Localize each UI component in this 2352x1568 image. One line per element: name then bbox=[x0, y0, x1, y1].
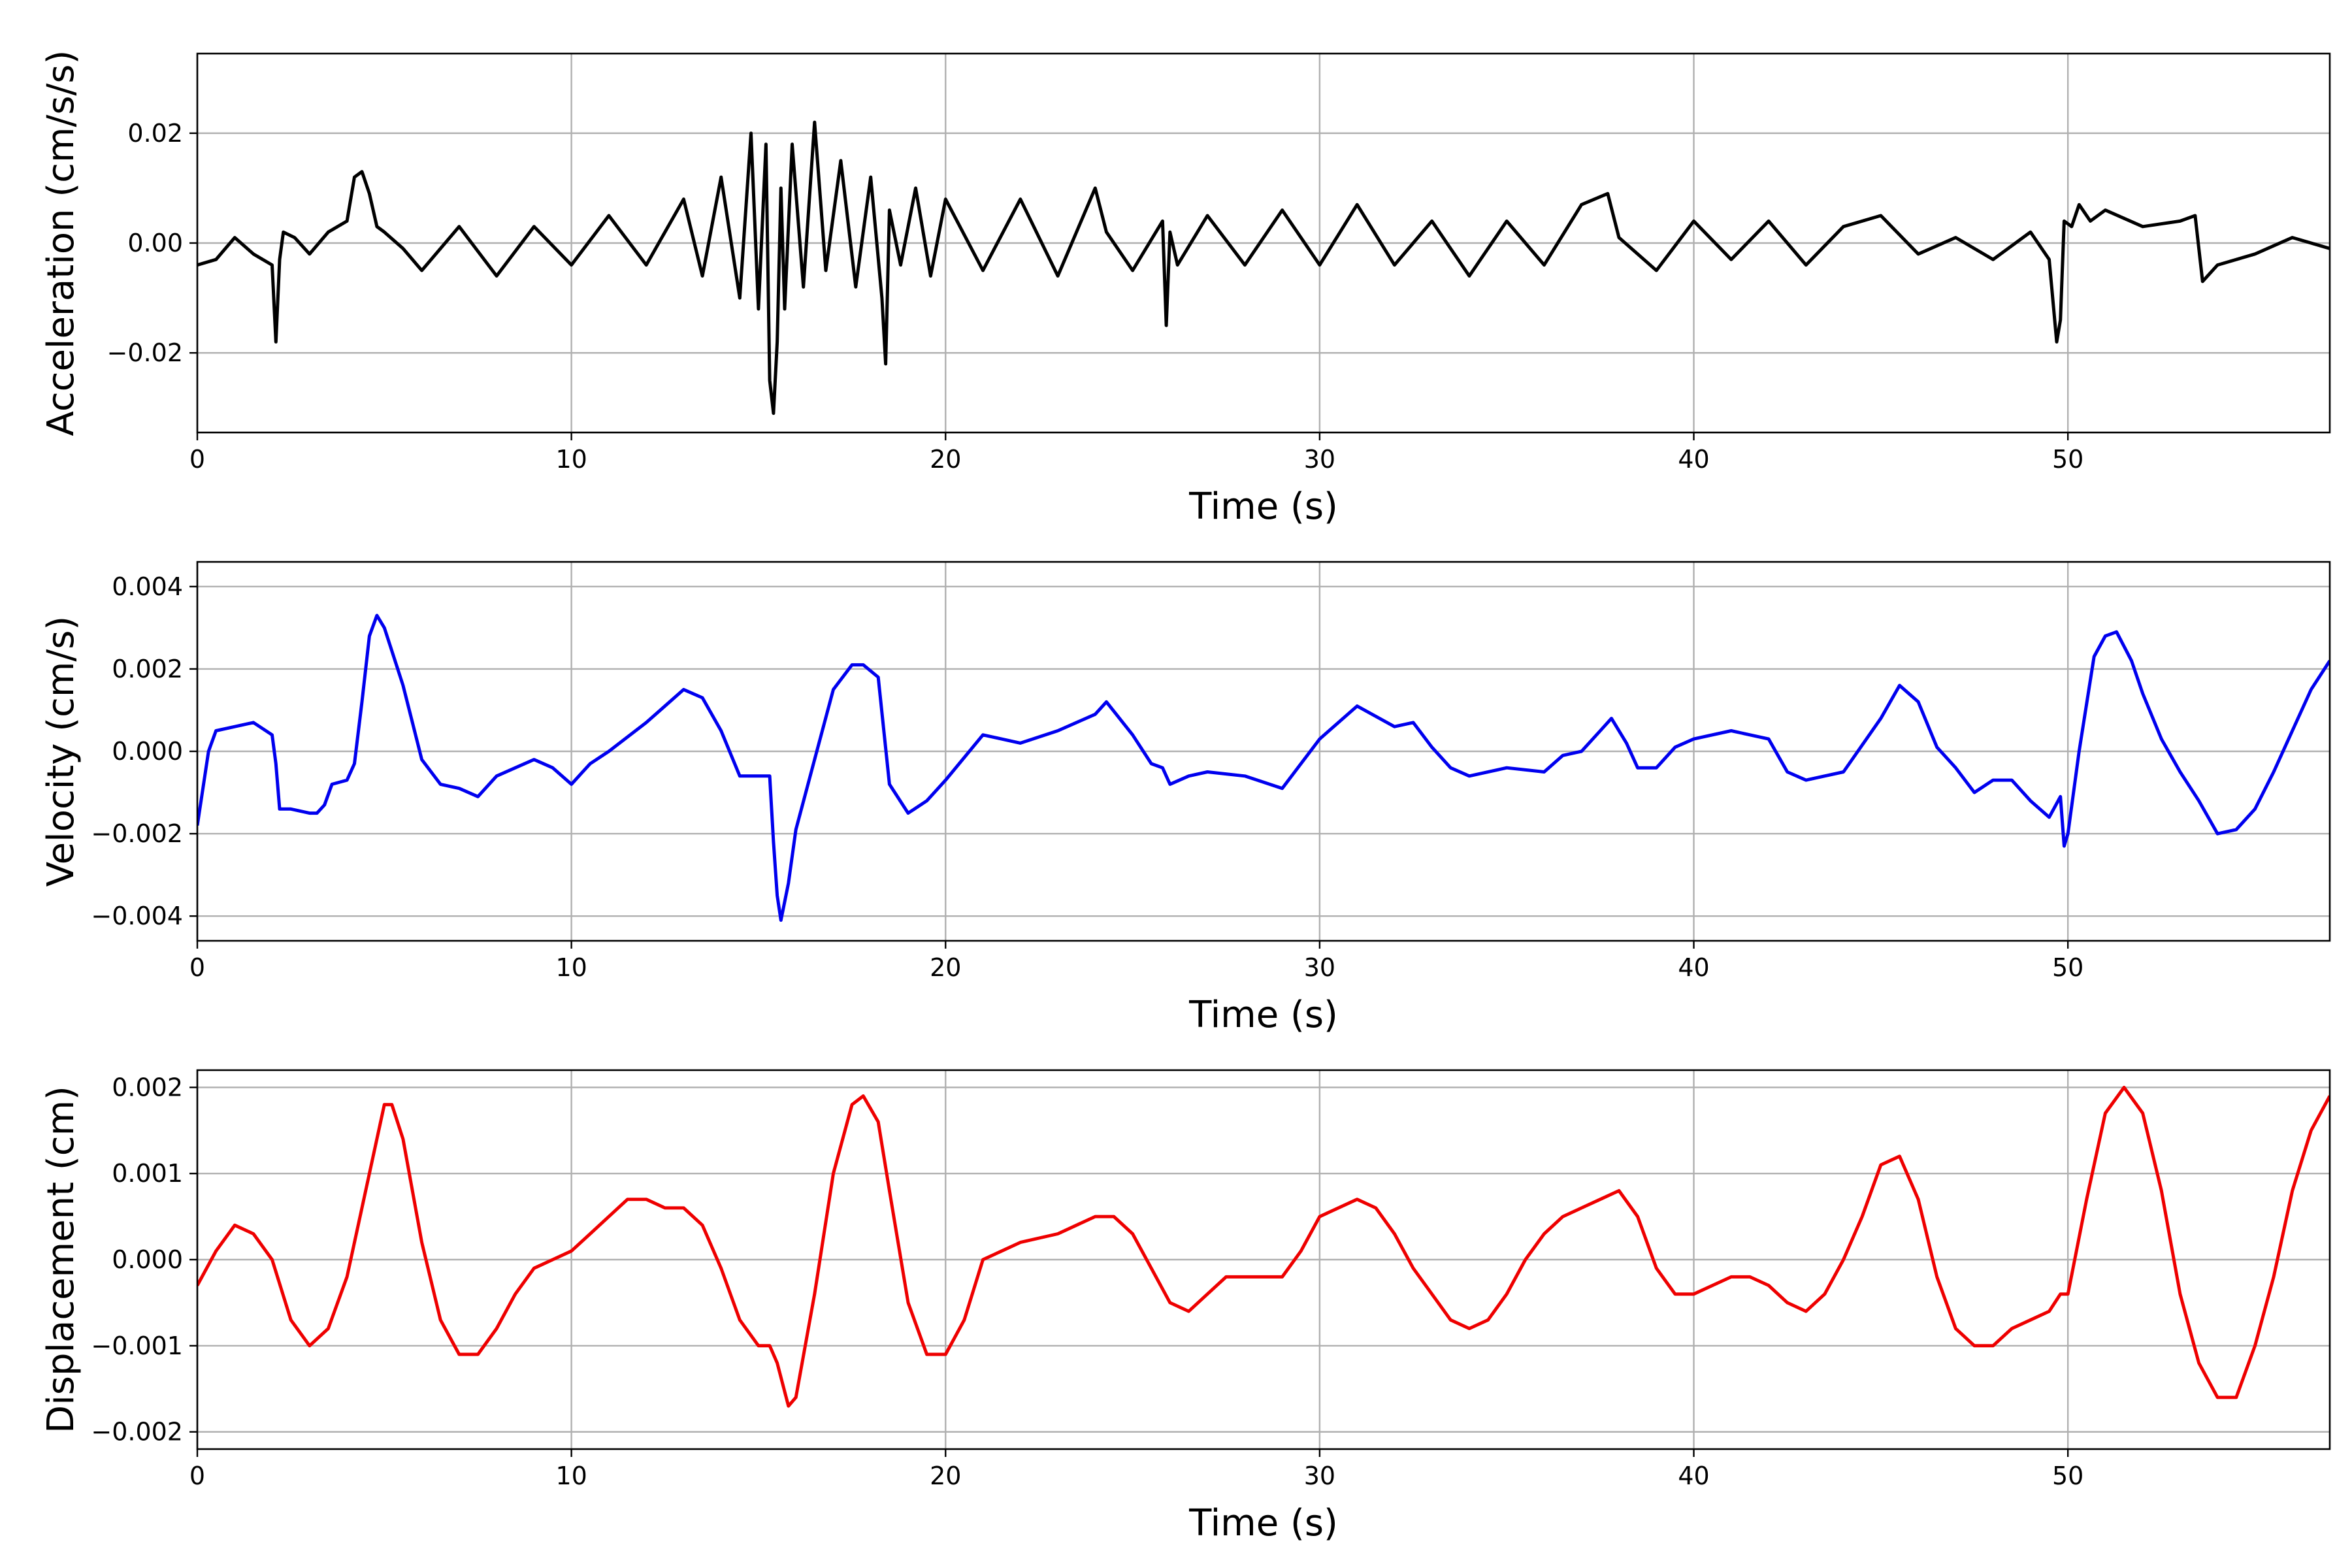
velocity-xtick-label-2: 20 bbox=[930, 953, 961, 982]
velocity-ylabel: Velocity (cm/s) bbox=[40, 616, 82, 887]
velocity-ytick-label-0: −0.004 bbox=[91, 902, 183, 930]
displacement-xtick-label-3: 30 bbox=[1304, 1462, 1335, 1490]
displacement-xtick-label-5: 50 bbox=[2052, 1462, 2083, 1490]
displacement-xtick-label-4: 40 bbox=[1678, 1462, 1709, 1490]
displacement-xlabel: Time (s) bbox=[1188, 1502, 1338, 1544]
displacement-ytick-label-1: −0.001 bbox=[91, 1331, 183, 1360]
displacement-ytick-label-4: 0.002 bbox=[112, 1073, 183, 1102]
acceleration-xtick-label-2: 20 bbox=[930, 445, 961, 474]
acceleration-xtick-label-5: 50 bbox=[2052, 445, 2083, 474]
acceleration-xtick-label-0: 0 bbox=[189, 445, 205, 474]
acceleration-panel: 0 10 20 30 40 50 −0.02 0.00 0.02 Time (s) Accelera… bbox=[40, 50, 2331, 528]
velocity-ytick-label-4: 0.004 bbox=[112, 572, 183, 601]
velocity-xtick-label-3: 30 bbox=[1304, 953, 1335, 982]
acceleration-ylabel: Acceleration (cm/s/s) bbox=[40, 50, 82, 436]
velocity-series-line-0 bbox=[197, 613, 2330, 922]
displacement-xtick-label-0: 0 bbox=[189, 1462, 205, 1490]
velocity-ytick-label-3: 0.002 bbox=[112, 655, 183, 683]
velocity-xtick-label-5: 50 bbox=[2052, 953, 2083, 982]
figure-panels: 0 10 20 30 40 50 −0.02 0.00 0.02 Time (s) Accelera… bbox=[40, 50, 2331, 1544]
velocity-panel: 0 10 20 30 40 50 −0.004 −0.002 0.000 0.002 0.004 Ti… bbox=[40, 561, 2331, 1036]
displacement-ytick-label-2: 0.000 bbox=[112, 1245, 183, 1274]
acceleration-ytick-label-2: 0.02 bbox=[127, 119, 183, 148]
displacement-xtick-label-1: 10 bbox=[555, 1462, 587, 1490]
velocity-ytick-label-1: −0.002 bbox=[91, 819, 183, 848]
velocity-ytick-label-2: 0.000 bbox=[112, 737, 183, 766]
velocity-xtick-label-0: 0 bbox=[189, 953, 205, 982]
displacement-series-line-0 bbox=[197, 1085, 2330, 1408]
acceleration-xtick-label-4: 40 bbox=[1678, 445, 1709, 474]
acceleration-xlabel: Time (s) bbox=[1188, 485, 1338, 528]
acceleration-ytick-label-0: −0.02 bbox=[107, 338, 183, 367]
displacement-xtick-label-2: 20 bbox=[930, 1462, 961, 1490]
velocity-xtick-label-4: 40 bbox=[1678, 953, 1709, 982]
displacement-ylabel: Displacement (cm) bbox=[40, 1086, 82, 1433]
acceleration-ytick-label-1: 0.00 bbox=[127, 229, 183, 257]
velocity-xtick-label-1: 10 bbox=[555, 953, 587, 982]
displacement-panel: 0 10 20 30 40 50 −0.002 −0.001 0.000 0.001 0.002 Ti… bbox=[40, 1069, 2331, 1544]
velocity-xlabel: Time (s) bbox=[1188, 994, 1338, 1036]
displacement-ytick-label-0: −0.002 bbox=[91, 1418, 183, 1446]
displacement-ytick-label-3: 0.001 bbox=[112, 1159, 183, 1188]
acceleration-xtick-label-1: 10 bbox=[555, 445, 587, 474]
acceleration-xtick-label-3: 30 bbox=[1304, 445, 1335, 474]
acceleration-series-line-0 bbox=[197, 120, 2330, 416]
